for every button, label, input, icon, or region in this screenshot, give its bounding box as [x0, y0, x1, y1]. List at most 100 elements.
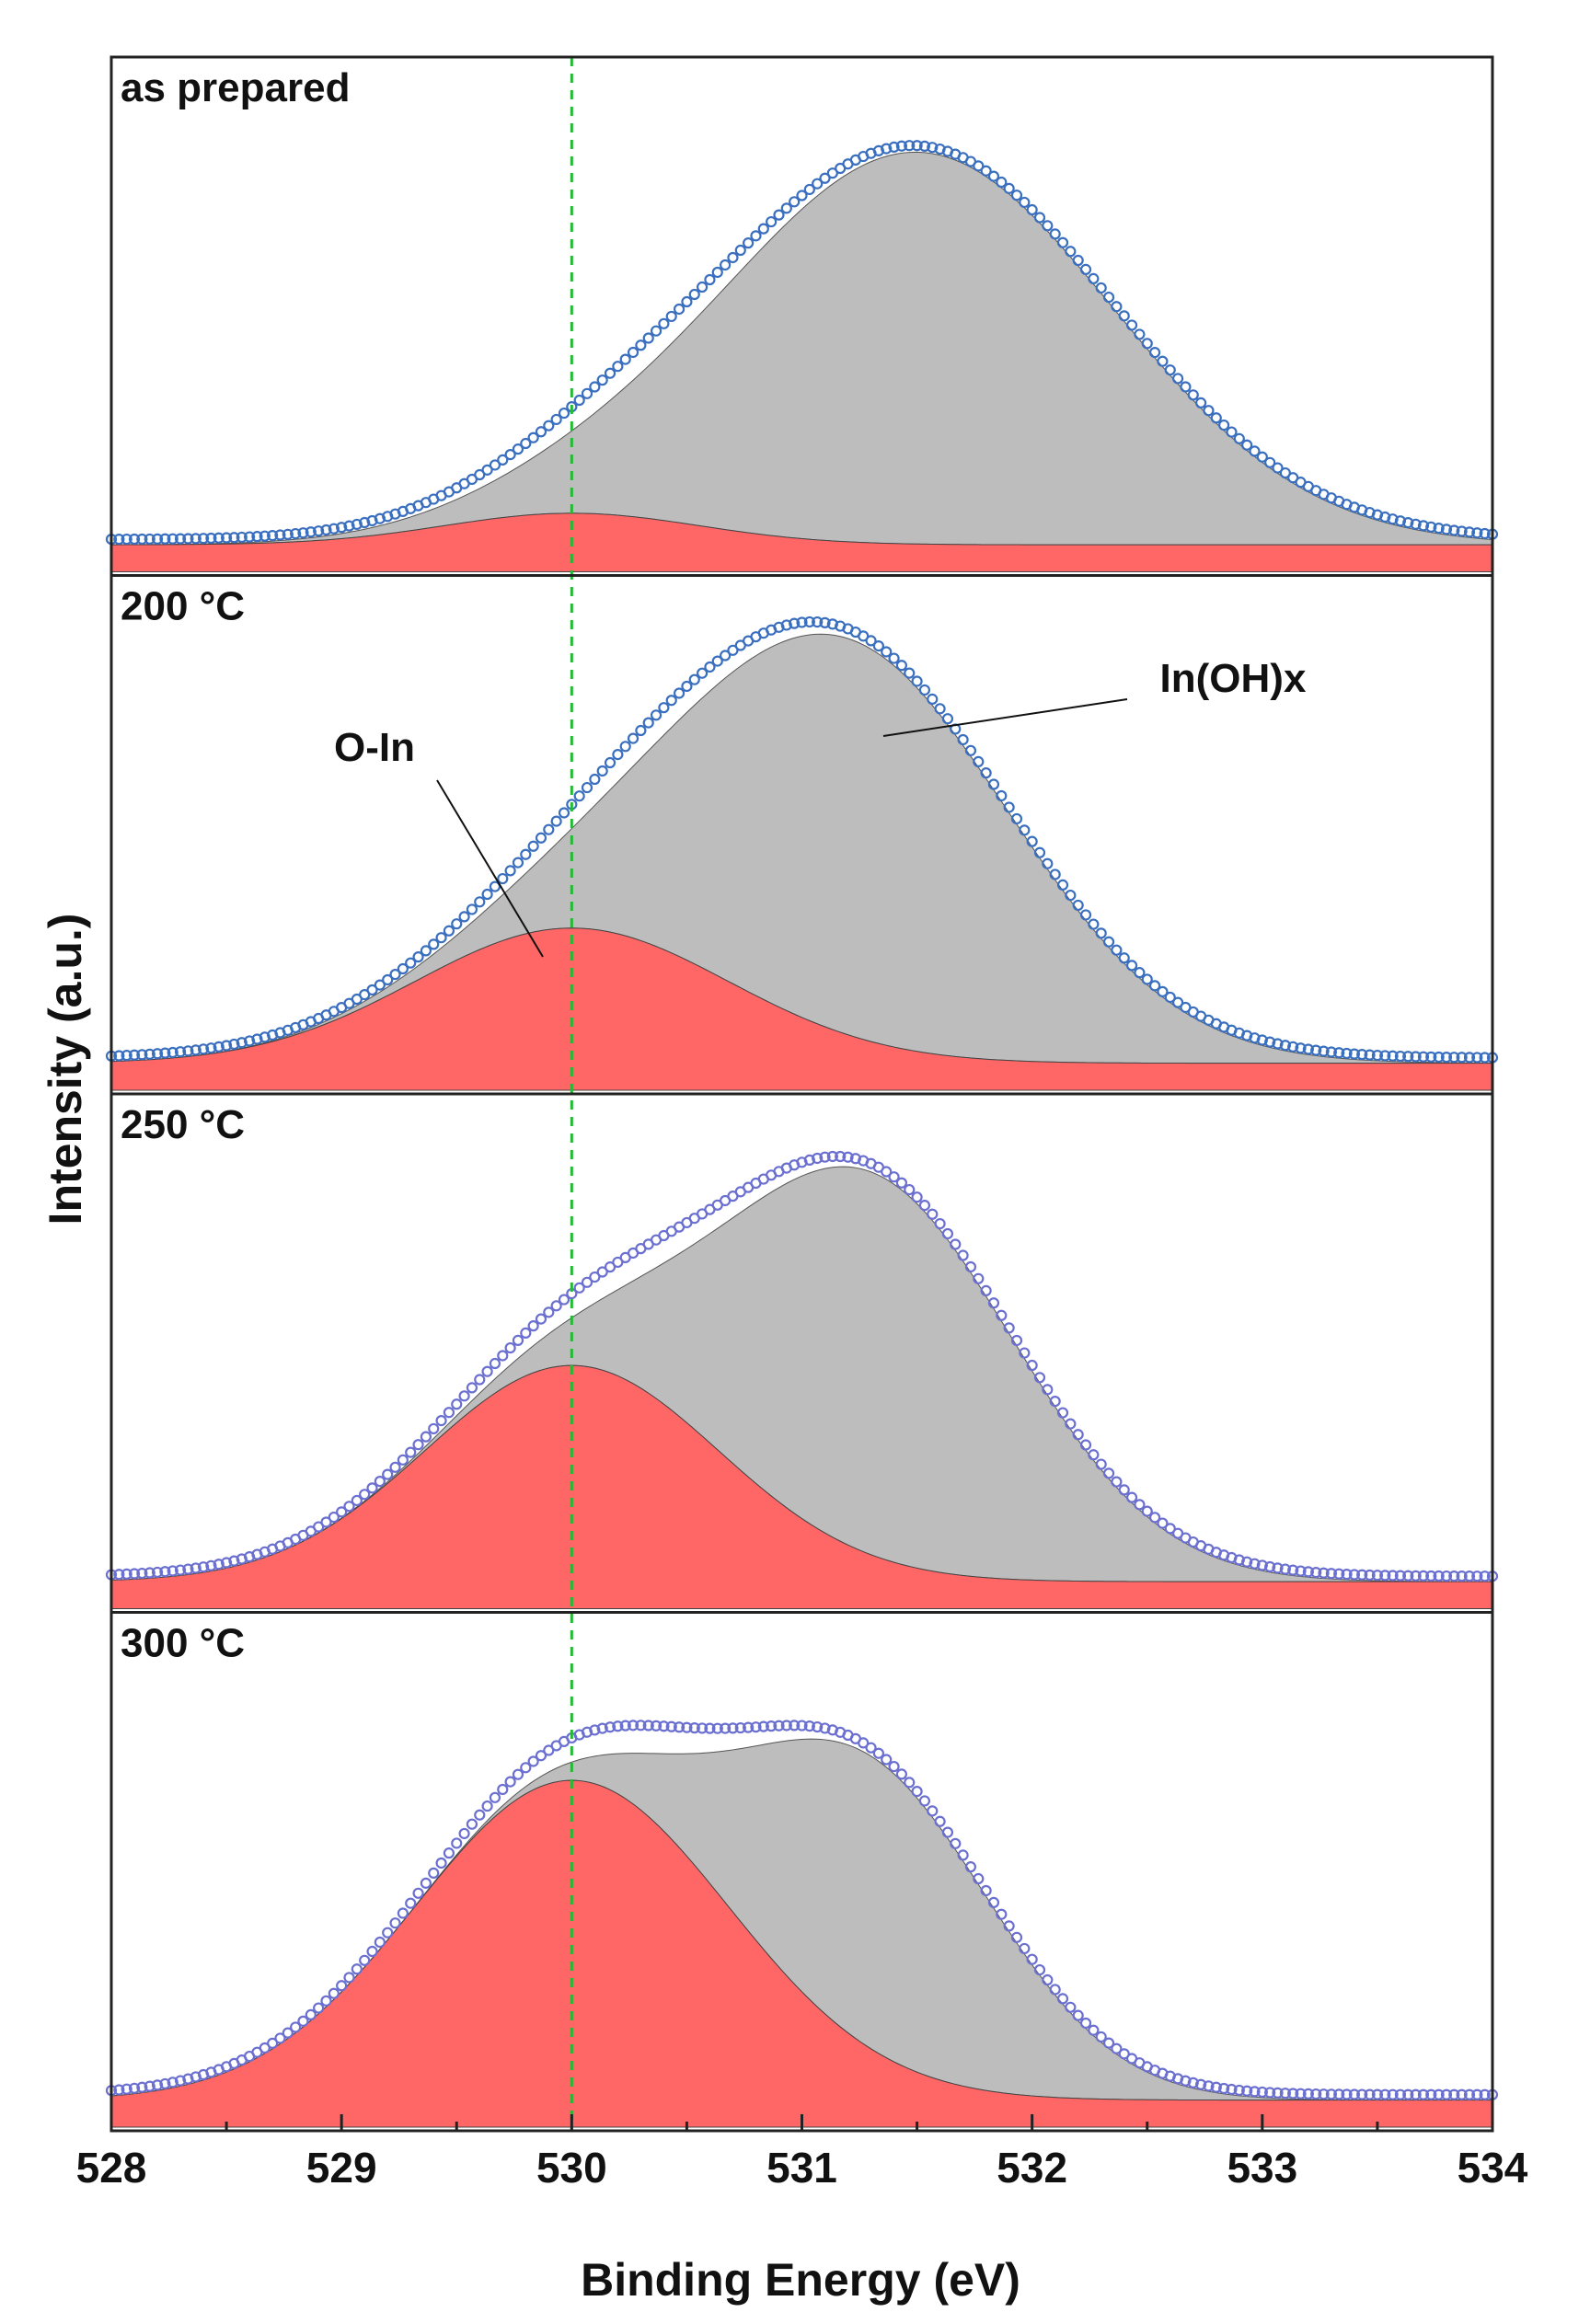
- data-point: [858, 1737, 870, 1749]
- data-point: [1356, 1569, 1368, 1581]
- data-point: [474, 1374, 486, 1386]
- data-point: [190, 1562, 202, 1574]
- data-point: [1448, 1052, 1460, 1064]
- data-point: [382, 1927, 394, 1939]
- data-point: [635, 339, 647, 351]
- panel-label: 300 °C: [121, 1621, 245, 1666]
- data-point: [904, 140, 916, 152]
- data-point: [812, 178, 824, 190]
- data-point: [1471, 2088, 1483, 2100]
- data-point: [481, 464, 493, 476]
- data-point: [766, 1720, 778, 1732]
- data-point: [1387, 1570, 1399, 1582]
- data-point: [1272, 1038, 1284, 1050]
- data-point: [642, 332, 654, 344]
- data-point: [604, 1261, 616, 1273]
- data-point: [359, 516, 371, 529]
- data-point: [1295, 1565, 1307, 1577]
- data-point: [558, 407, 570, 420]
- data-point: [113, 1050, 125, 1062]
- data-point: [650, 325, 662, 337]
- data-point: [1402, 2088, 1414, 2100]
- data-point: [803, 1720, 815, 1732]
- measured-points: [105, 1720, 1499, 2100]
- data-point: [535, 1750, 547, 1762]
- data-point: [412, 1439, 424, 1451]
- data-point: [1010, 1931, 1023, 1943]
- data-point: [1210, 2081, 1222, 2093]
- data-point: [696, 281, 709, 293]
- data-point: [1164, 364, 1176, 376]
- data-point: [650, 1720, 662, 1731]
- data-point: [589, 1271, 601, 1283]
- data-point: [1333, 1568, 1345, 1580]
- data-point: [1172, 2073, 1184, 2085]
- x-tick-label: 528: [76, 2144, 147, 2192]
- data-point: [1195, 2078, 1207, 2090]
- data-point: [1065, 246, 1077, 258]
- data-point: [1410, 518, 1422, 530]
- data-point: [1379, 511, 1391, 523]
- data-point: [1095, 1458, 1107, 1470]
- data-point: [190, 533, 202, 545]
- data-point: [658, 702, 670, 714]
- data-point: [1448, 1570, 1460, 1582]
- data-point: [673, 303, 686, 316]
- panel-2: 250 °C: [105, 1102, 1499, 1609]
- data-point: [197, 1043, 210, 1055]
- data-point: [1125, 319, 1138, 331]
- data-point: [573, 790, 585, 802]
- data-point: [121, 533, 132, 546]
- data-point: [1333, 2088, 1345, 2100]
- data-point: [1111, 301, 1123, 313]
- data-point: [573, 394, 585, 407]
- panel-label: as prepared: [121, 65, 350, 110]
- data-point: [996, 1309, 1008, 1321]
- data-point: [911, 675, 923, 687]
- data-point: [681, 680, 693, 693]
- data-point: [1256, 1034, 1268, 1046]
- data-point: [420, 1877, 432, 1889]
- data-point: [1417, 520, 1430, 532]
- data-point: [497, 1350, 509, 1362]
- data-point: [512, 443, 524, 455]
- data-point: [159, 1047, 171, 1059]
- data-point: [604, 367, 616, 379]
- data-point: [904, 1777, 916, 1789]
- data-point: [136, 1049, 148, 1061]
- data-point: [466, 1382, 478, 1394]
- data-point: [458, 1827, 470, 1840]
- data-point: [1010, 1334, 1023, 1347]
- data-point: [1049, 1396, 1061, 1408]
- data-point: [1295, 2088, 1307, 2100]
- data-point: [950, 1837, 962, 1849]
- annotation-o-in: O-In: [334, 725, 415, 770]
- data-point: [1118, 952, 1130, 964]
- data-point: [159, 533, 171, 545]
- data-point: [128, 1568, 141, 1580]
- data-point: [1118, 1484, 1130, 1496]
- data-point: [443, 1847, 455, 1859]
- panel-0: as prepared: [105, 65, 1499, 572]
- data-point: [320, 1995, 332, 2007]
- data-point: [973, 160, 985, 172]
- data-point: [934, 1217, 946, 1230]
- data-point: [819, 616, 831, 628]
- data-point: [1364, 1569, 1376, 1582]
- data-point: [927, 1208, 939, 1220]
- data-point: [1371, 1570, 1384, 1582]
- data-point: [1463, 526, 1476, 538]
- measured-points: [105, 1150, 1499, 1582]
- data-point: [1279, 2088, 1291, 2100]
- data-point: [1088, 1449, 1100, 1461]
- data-point: [881, 1166, 893, 1178]
- data-point: [734, 1721, 746, 1734]
- data-point: [451, 1837, 463, 1849]
- data-point: [1348, 1569, 1361, 1581]
- data-point: [1325, 2088, 1337, 2100]
- data-point: [474, 896, 486, 908]
- data-point: [1026, 203, 1038, 216]
- data-point: [1394, 515, 1407, 527]
- data-point: [1256, 2086, 1268, 2099]
